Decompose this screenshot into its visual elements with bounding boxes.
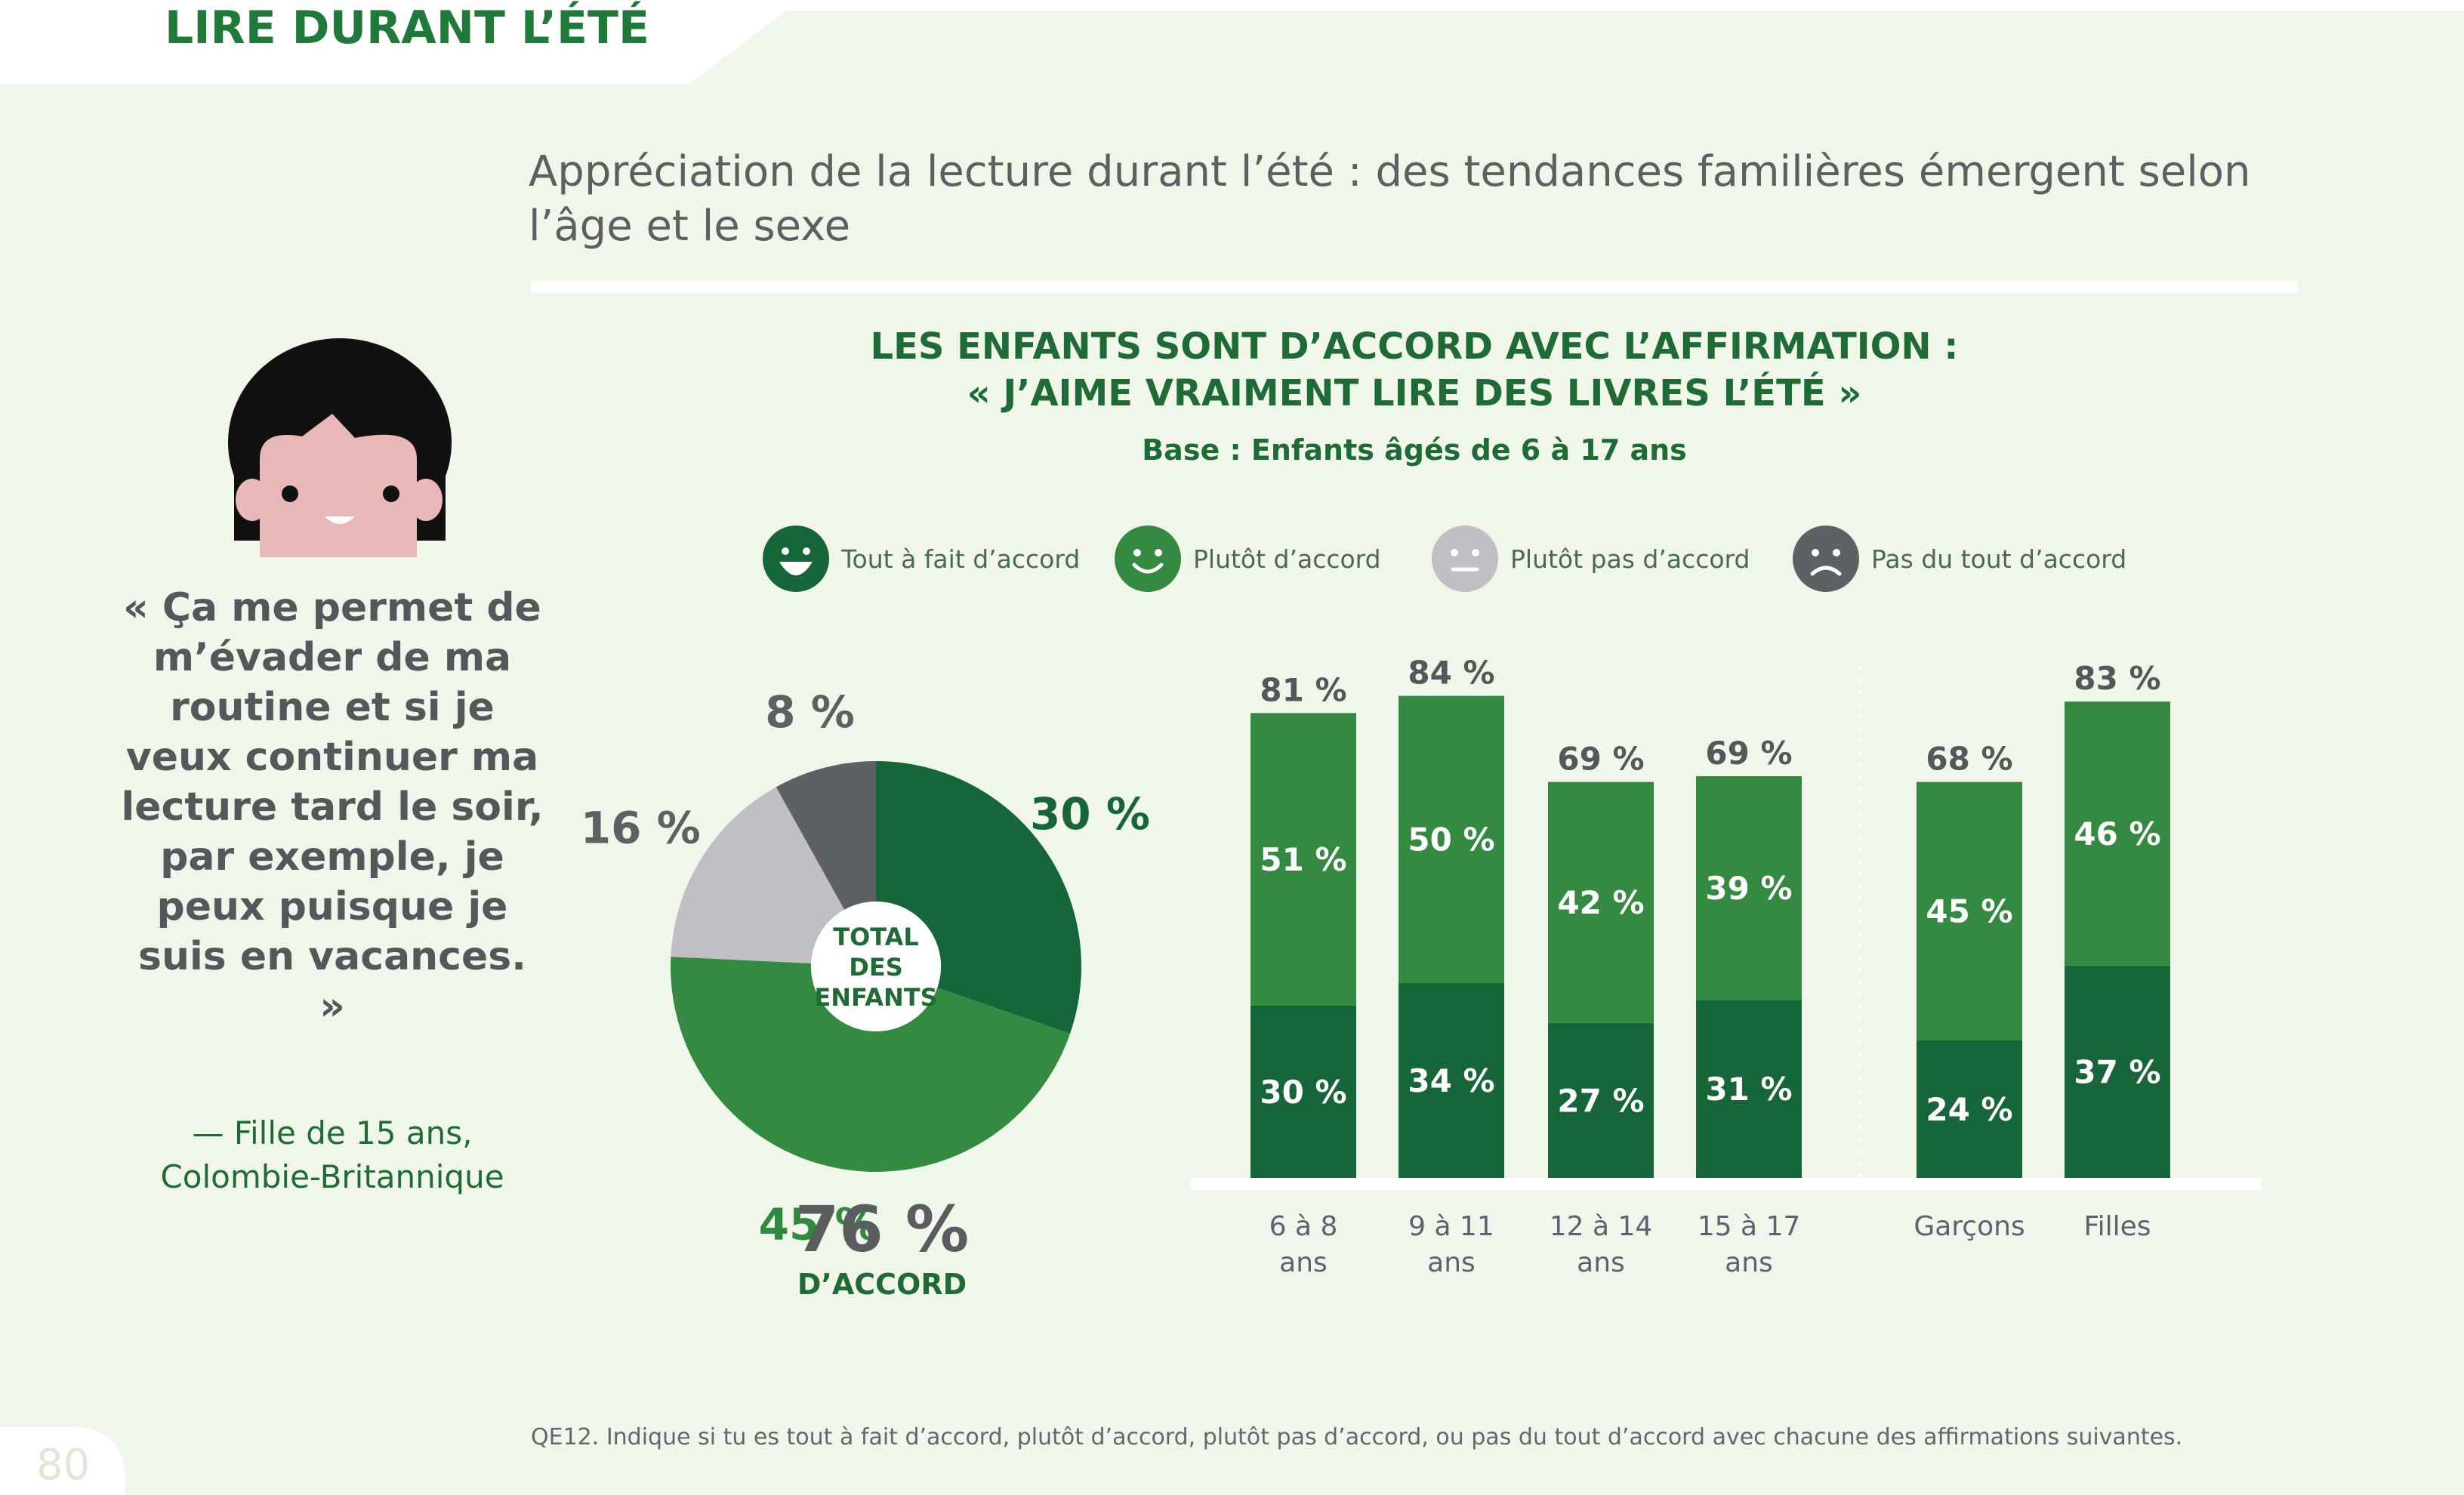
bar-segment — [1548, 781, 1654, 1023]
pie-slice-label: 45 % — [759, 1199, 879, 1250]
bar-segment-label: 24 % — [1926, 1091, 2012, 1128]
bar-segment — [1399, 695, 1504, 983]
bar-segment-label: 51 % — [1260, 841, 1346, 878]
page-number: 80 — [36, 1441, 91, 1490]
x-tick-label: ans — [1577, 1247, 1625, 1278]
x-tick-label: 12 à 14 — [1550, 1211, 1653, 1242]
girl-avatar — [228, 338, 452, 557]
x-axis-baseline — [1190, 1178, 2262, 1190]
legend-item-pas-du-tout: Pas du tout d’accord — [1793, 521, 2126, 596]
headline-divider — [531, 281, 2298, 293]
page-number-tab — [0, 1427, 125, 1495]
section-banner — [0, 0, 800, 85]
bar-segment-label: 45 % — [1926, 893, 2012, 930]
quote-attribution: — Fille de 15 ans, Colombie-Britannique — [121, 1111, 544, 1199]
pie-slice — [671, 957, 1071, 1172]
legend-label: Plutôt d’accord — [1193, 544, 1381, 574]
bar-segment-label: 34 % — [1408, 1062, 1494, 1099]
bar-total-label: 84 % — [1408, 655, 1494, 692]
bar-segment-label: 42 % — [1557, 884, 1644, 921]
bar-total-label: 83 % — [2074, 660, 2160, 697]
bar-total-label: 68 % — [1926, 741, 2012, 778]
bar-segment — [1917, 1040, 2022, 1178]
bar-segment — [1251, 713, 1356, 1006]
bar-segment-label: 39 % — [1705, 870, 1792, 907]
legend-item-tout-a-fait: Tout à fait d’accord — [763, 521, 1080, 596]
pie-slice-label: 30 % — [1030, 788, 1150, 840]
donut-hole — [811, 902, 941, 1031]
section-title: LIRE DURANT L’ÉTÉ — [165, 2, 649, 54]
bar-segment-label: 30 % — [1260, 1074, 1346, 1111]
bar-total-label: 69 % — [1705, 735, 1792, 772]
pie-slice-label: 8 % — [765, 686, 855, 738]
x-tick-label: Garçons — [1914, 1211, 2025, 1242]
pie-slice-label: 16 % — [581, 803, 701, 854]
bar-segment-label: 27 % — [1557, 1082, 1644, 1119]
total-agree-label: D’ACCORD — [797, 1268, 967, 1301]
bar-segment — [1696, 776, 1802, 1000]
legend-label: Pas du tout d’accord — [1871, 544, 2127, 574]
donut-center-label: DES — [849, 953, 902, 982]
quote-text: « Ça me permet de m’évader de ma routine… — [121, 585, 544, 1029]
pie-slice — [876, 761, 1081, 1034]
total-agree-value: 76 % — [795, 1192, 969, 1266]
chart-title-line2: « J’AIME VRAIMENT LIRE DES LIVRES L’ÉTÉ … — [967, 372, 1862, 415]
legend-item-plutot-pas: Plutôt pas d’accord — [1432, 521, 1750, 596]
stacked-bar-chart: 30 % 51 % 81 % 6 à 8 ans 34 % 50 % 84 % 9 à 11 an… — [1190, 655, 2262, 1278]
bar-segment — [1917, 781, 2022, 1040]
legend-item-plutot: Plutôt d’accord — [1115, 521, 1381, 596]
legend-label: Plutôt pas d’accord — [1510, 544, 1750, 574]
sad-face-icon — [1793, 526, 1859, 592]
smile-icon — [1115, 526, 1181, 592]
bar-segment-label: 46 % — [2074, 815, 2160, 852]
donut-center-label: ENFANTS — [814, 983, 937, 1012]
attribution-line1: — Fille de 15 ans, — [192, 1114, 473, 1151]
x-tick-label: ans — [1427, 1247, 1476, 1278]
chart-title: LES ENFANTS SONT D’ACCORD AVEC L’AFFIRMA… — [531, 323, 2298, 417]
bar-segment-label: 50 % — [1408, 821, 1494, 858]
bar-segment — [1548, 1022, 1654, 1178]
bar-segment-label: 31 % — [1705, 1071, 1792, 1108]
chart-subtitle: Base : Enfants âgés de 6 à 17 ans — [1142, 433, 1687, 467]
page-headline: Appréciation de la lecture durant l’été … — [529, 147, 2251, 251]
x-tick-label: 9 à 11 — [1408, 1211, 1494, 1242]
x-tick-label: ans — [1725, 1247, 1773, 1278]
legend-label: Tout à fait d’accord — [841, 544, 1081, 574]
bar-total-label: 69 % — [1557, 741, 1644, 778]
bar-segment — [1251, 1006, 1356, 1178]
x-tick-label: Filles — [2084, 1211, 2151, 1242]
x-tick-label: ans — [1279, 1247, 1328, 1278]
bar-segment — [1696, 1000, 1802, 1178]
bar-segment-label: 37 % — [2074, 1053, 2160, 1090]
footnote: QE12. Indique si tu es tout à fait d’acc… — [531, 1424, 2183, 1450]
attribution-line2: Colombie-Britannique — [160, 1158, 504, 1195]
pie-slice — [776, 761, 876, 910]
x-tick-label: 15 à 17 — [1698, 1211, 1801, 1242]
chart-title-line1: LES ENFANTS SONT D’ACCORD AVEC L’AFFIRMA… — [870, 325, 1959, 368]
bar-total-label: 81 % — [1260, 671, 1346, 708]
neutral-face-icon — [1432, 526, 1498, 592]
bar-segment — [2065, 701, 2170, 966]
pie-slice — [671, 787, 845, 963]
bar-segment — [2065, 965, 2170, 1178]
big-smile-icon — [763, 526, 829, 592]
bar-segment — [1399, 982, 1504, 1178]
x-tick-label: 6 à 8 — [1269, 1211, 1338, 1242]
donut-center-label: TOTAL — [833, 923, 919, 951]
